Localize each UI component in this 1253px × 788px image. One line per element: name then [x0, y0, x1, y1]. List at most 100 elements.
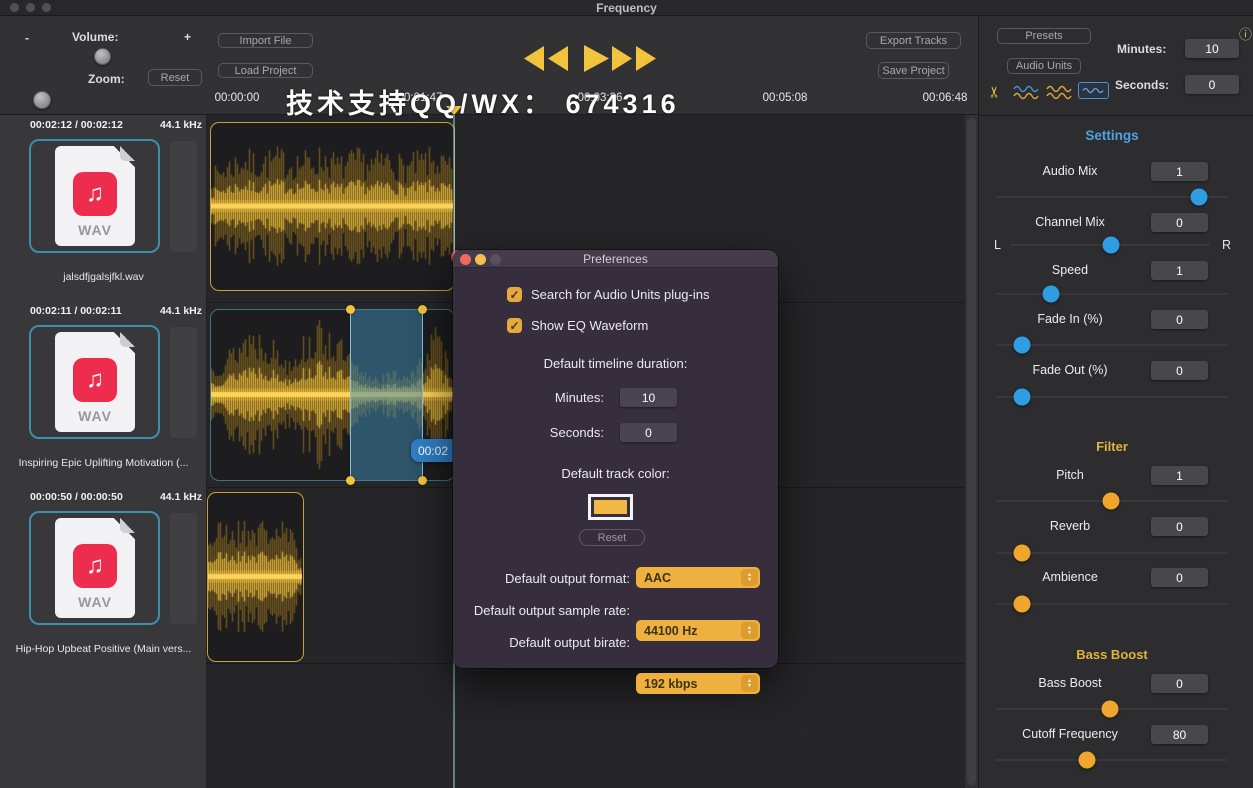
- file-card[interactable]: ♫ WAV: [29, 511, 160, 625]
- setting-label: Reverb: [981, 519, 1159, 533]
- file-meta: 00:02:11 / 00:02:11 44.1 kHz: [30, 305, 202, 317]
- tracks-scrollbar-thumb[interactable]: [967, 118, 976, 785]
- audio-mix-field[interactable]: 1: [1151, 162, 1208, 181]
- wav-file-icon: ♫ WAV: [55, 518, 135, 618]
- fade-out-slider-thumb[interactable]: [1014, 389, 1031, 406]
- zoom-reset-button[interactable]: Reset: [148, 69, 202, 86]
- bitrate-dropdown[interactable]: 192 kbps ▲▼: [636, 673, 760, 694]
- speed-field[interactable]: 1: [1151, 261, 1208, 280]
- file-meta: 00:00:50 / 00:00:50 44.1 kHz: [30, 491, 202, 503]
- selection-handle[interactable]: [346, 476, 355, 485]
- selection-handle[interactable]: [418, 305, 427, 314]
- cutoff-frequency-slider-thumb[interactable]: [1079, 752, 1096, 769]
- dialog-title: Preferences: [453, 252, 778, 266]
- reverb-slider-thumb[interactable]: [1014, 545, 1031, 562]
- fast-forward-button[interactable]: [612, 46, 656, 71]
- setting-label: Cutoff Frequency: [981, 727, 1159, 741]
- volume-knob[interactable]: [94, 48, 111, 65]
- seconds-label: Seconds:: [1115, 78, 1169, 92]
- seconds-field[interactable]: 0: [1185, 75, 1239, 94]
- ruler-timestamp: 00:00:00: [215, 92, 260, 104]
- output-format-dropdown[interactable]: AAC ▲▼: [636, 567, 760, 588]
- minutes-field[interactable]: 10: [1185, 39, 1239, 58]
- dialog-seconds-label: Seconds:: [508, 425, 604, 440]
- file-duration: 00:02:12 / 00:02:12: [30, 119, 123, 131]
- load-project-button[interactable]: Load Project: [218, 63, 313, 78]
- channel-mix-field[interactable]: 0: [1151, 213, 1208, 232]
- cutoff-frequency-slider[interactable]: [995, 759, 1228, 761]
- play-button[interactable]: [583, 45, 610, 72]
- audio-units-button[interactable]: Audio Units: [1007, 58, 1081, 74]
- show-eq-waveform-checkbox[interactable]: ✓: [507, 318, 522, 333]
- wav-file-icon: ♫ WAV: [55, 332, 135, 432]
- info-icon[interactable]: ⓘ: [1239, 24, 1252, 43]
- waveform-merge-icon[interactable]: [1046, 84, 1073, 101]
- bass-boost-slider-thumb[interactable]: [1102, 701, 1119, 718]
- left-channel-label: L: [994, 238, 1001, 252]
- setting-label: Audio Mix: [981, 164, 1159, 178]
- save-project-button[interactable]: Save Project: [878, 62, 949, 79]
- fade-in-field[interactable]: 0: [1151, 310, 1208, 329]
- bitrate-label: Default output birate:: [453, 635, 630, 650]
- speed-slider[interactable]: [995, 293, 1228, 295]
- reverb-field[interactable]: 0: [1151, 517, 1208, 536]
- file-meta: 00:02:12 / 00:02:12 44.1 kHz: [30, 119, 202, 131]
- file-side-strip[interactable]: [170, 141, 197, 252]
- channel-mix-slider-thumb[interactable]: [1103, 237, 1120, 254]
- setting-label: Ambience: [981, 570, 1159, 584]
- pitch-slider-thumb[interactable]: [1103, 493, 1120, 510]
- cutoff-frequency-field[interactable]: 80: [1151, 725, 1208, 744]
- file-name: Inspiring Epic Uplifting Motivation (...: [0, 457, 207, 469]
- waveform-single-icon[interactable]: [1078, 82, 1109, 99]
- sample-rate-dropdown[interactable]: 44100 Hz ▲▼: [636, 620, 760, 641]
- track-color-reset-button[interactable]: Reset: [579, 529, 645, 546]
- dialog-minutes-field[interactable]: 10: [620, 388, 677, 407]
- waveform-blend-icon[interactable]: [1013, 84, 1040, 101]
- checkbox-label: Search for Audio Units plug-ins: [531, 287, 709, 302]
- import-file-button[interactable]: Import File: [218, 33, 313, 48]
- watermark-text: 技术支持QQ/WX： 674316: [286, 82, 680, 121]
- bass-boost-section-title: Bass Boost: [1023, 647, 1201, 662]
- file-card[interactable]: ♫ WAV: [29, 325, 160, 439]
- sample-rate-value: 44100 Hz: [644, 624, 698, 638]
- audio-clip-track3[interactable]: [207, 492, 304, 662]
- setting-label: Channel Mix: [981, 215, 1159, 229]
- track-color-swatch[interactable]: [588, 494, 633, 520]
- fade-in-slider-thumb[interactable]: [1014, 337, 1031, 354]
- file-side-strip[interactable]: [170, 513, 197, 624]
- music-note-icon: ♫: [73, 358, 117, 402]
- file-side-strip[interactable]: [170, 327, 197, 438]
- file-card[interactable]: ♫ WAV: [29, 139, 160, 253]
- wav-file-icon: ♫ WAV: [55, 146, 135, 246]
- volume-plus-label[interactable]: +: [184, 30, 191, 44]
- setting-label: Pitch: [981, 468, 1159, 482]
- volume-minus-label[interactable]: -: [25, 31, 29, 45]
- audio-units-plugins-checkbox[interactable]: ✓: [507, 287, 522, 302]
- file-type-label: WAV: [55, 408, 135, 424]
- ambience-slider-thumb[interactable]: [1014, 596, 1031, 613]
- ambience-field[interactable]: 0: [1151, 568, 1208, 587]
- file-duration: 00:02:11 / 00:02:11: [30, 305, 122, 317]
- dialog-seconds-field[interactable]: 0: [620, 423, 677, 442]
- presets-button[interactable]: Presets: [997, 28, 1091, 44]
- track-color-label: Default track color:: [453, 466, 778, 481]
- scissors-cut-icon[interactable]: ✂: [985, 86, 1003, 99]
- filter-section-title: Filter: [1023, 439, 1201, 454]
- pitch-field[interactable]: 1: [1151, 466, 1208, 485]
- file-sample-rate: 44.1 kHz: [160, 305, 202, 317]
- dialog-titlebar[interactable]: Preferences: [453, 250, 778, 268]
- selection-handle[interactable]: [418, 476, 427, 485]
- rewind-button[interactable]: [524, 46, 568, 71]
- stepper-icon: ▲▼: [741, 622, 758, 639]
- selection-handle[interactable]: [346, 305, 355, 314]
- export-tracks-button[interactable]: Export Tracks: [866, 32, 961, 49]
- window-titlebar: Frequency: [0, 0, 1253, 16]
- audio-mix-slider-thumb[interactable]: [1191, 189, 1208, 206]
- audio-clip-track1[interactable]: [210, 122, 455, 291]
- fade-out-field[interactable]: 0: [1151, 361, 1208, 380]
- bass-boost-field[interactable]: 0: [1151, 674, 1208, 693]
- window-title: Frequency: [0, 1, 1253, 15]
- speed-slider-thumb[interactable]: [1043, 286, 1060, 303]
- zoom-knob[interactable]: [33, 91, 51, 109]
- zoom-label: Zoom:: [88, 72, 125, 86]
